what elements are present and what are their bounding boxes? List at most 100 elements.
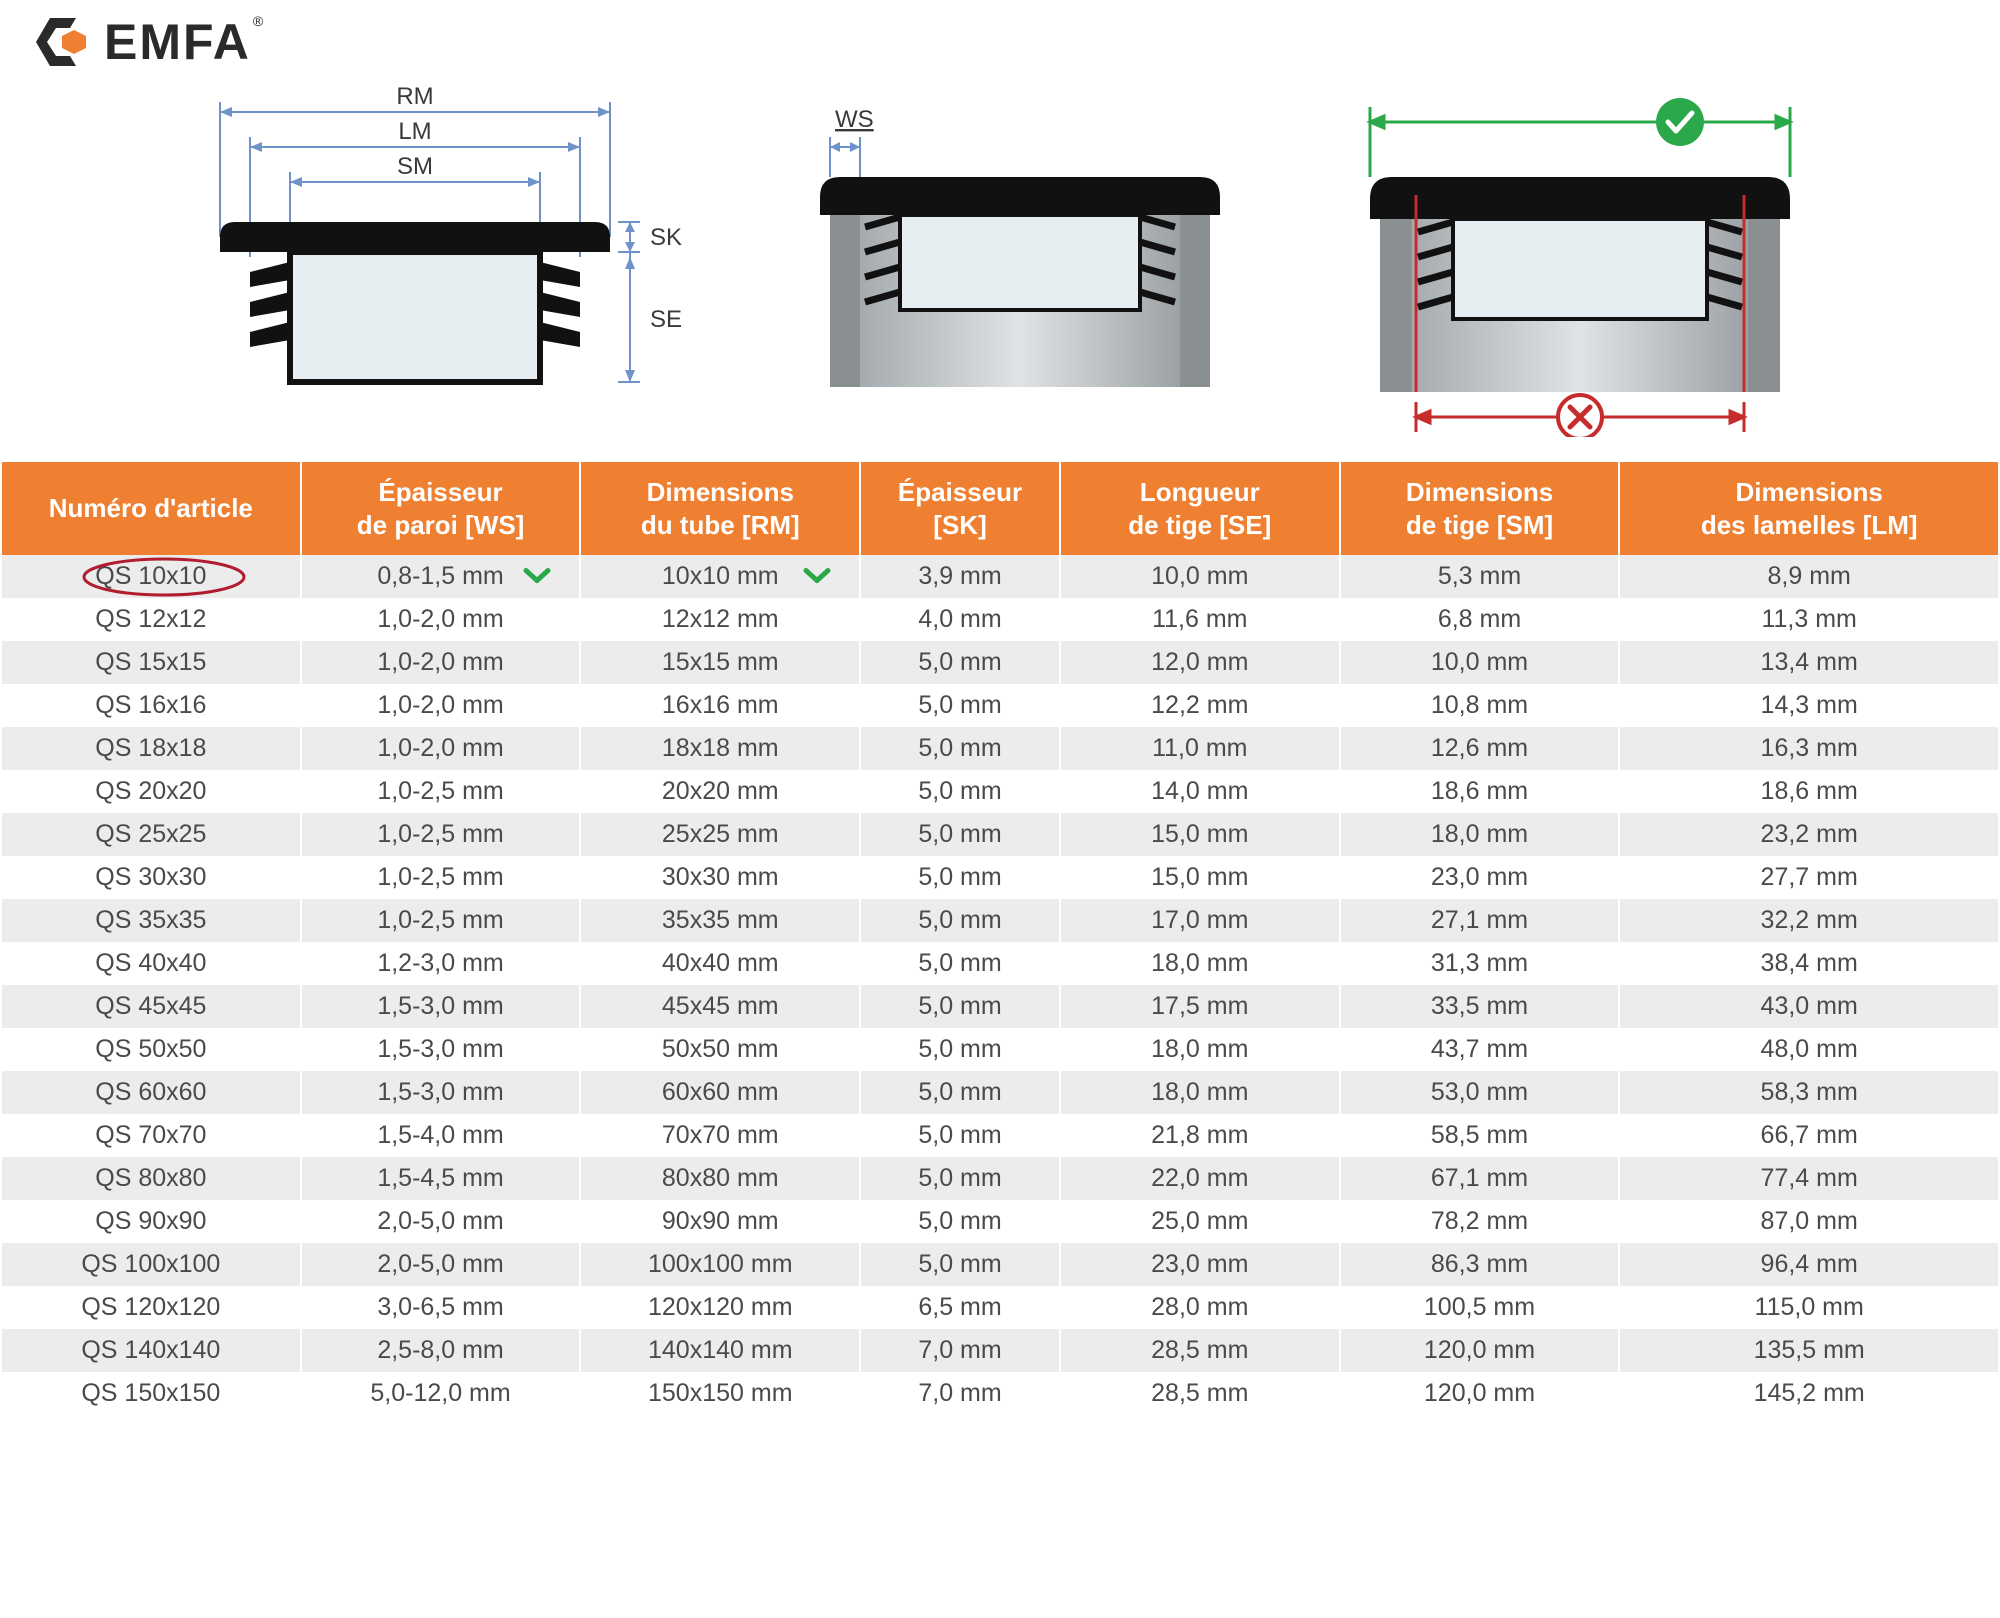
cell-article: QS 90x90: [1, 1200, 301, 1243]
cell-ws: 2,0-5,0 mm: [301, 1243, 581, 1286]
cell-lm: 38,4 mm: [1619, 942, 1999, 985]
cell-se: 11,0 mm: [1060, 727, 1340, 770]
table-row: QS 10x100,8-1,5 mm10x10 mm3,9 mm10,0 mm5…: [1, 555, 1999, 598]
column-header-rm: Dimensionsdu tube [RM]: [580, 462, 860, 555]
cell-ws: 0,8-1,5 mm: [301, 555, 581, 598]
cell-sk: 3,9 mm: [860, 555, 1060, 598]
diagram-fit: [1340, 77, 1820, 442]
cell-se: 15,0 mm: [1060, 813, 1340, 856]
cell-rm: 40x40 mm: [580, 942, 860, 985]
cell-sm: 6,8 mm: [1340, 598, 1620, 641]
cell-article: QS 70x70: [1, 1114, 301, 1157]
cell-ws: 2,5-8,0 mm: [301, 1329, 581, 1372]
cell-lm: 18,6 mm: [1619, 770, 1999, 813]
cell-se: 10,0 mm: [1060, 555, 1340, 598]
cell-ws: 1,0-2,0 mm: [301, 641, 581, 684]
table-row: QS 30x301,0-2,5 mm30x30 mm5,0 mm15,0 mm2…: [1, 856, 1999, 899]
cell-rm: 20x20 mm: [580, 770, 860, 813]
table-row: QS 150x1505,0-12,0 mm150x150 mm7,0 mm28,…: [1, 1372, 1999, 1415]
cell-se: 12,0 mm: [1060, 641, 1340, 684]
cell-ws: 1,0-2,5 mm: [301, 770, 581, 813]
cell-rm: 12x12 mm: [580, 598, 860, 641]
page-root: EMFA® RM: [0, 0, 2000, 1415]
cell-article: QS 18x18: [1, 727, 301, 770]
column-header-ws: Épaisseurde paroi [WS]: [301, 462, 581, 555]
column-header-se: Longueurde tige [SE]: [1060, 462, 1340, 555]
cell-lm: 145,2 mm: [1619, 1372, 1999, 1415]
cell-lm: 27,7 mm: [1619, 856, 1999, 899]
cell-article: QS 12x12: [1, 598, 301, 641]
cell-sm: 5,3 mm: [1340, 555, 1620, 598]
table-row: QS 40x401,2-3,0 mm40x40 mm5,0 mm18,0 mm3…: [1, 942, 1999, 985]
cell-sm: 33,5 mm: [1340, 985, 1620, 1028]
cell-article: QS 35x35: [1, 899, 301, 942]
table-row: QS 70x701,5-4,0 mm70x70 mm5,0 mm21,8 mm5…: [1, 1114, 1999, 1157]
cell-sm: 10,8 mm: [1340, 684, 1620, 727]
svg-text:SM: SM: [397, 153, 433, 180]
cell-ws: 5,0-12,0 mm: [301, 1372, 581, 1415]
table-row: QS 60x601,5-3,0 mm60x60 mm5,0 mm18,0 mm5…: [1, 1071, 1999, 1114]
cell-se: 12,2 mm: [1060, 684, 1340, 727]
cell-article: QS 100x100: [1, 1243, 301, 1286]
cell-lm: 32,2 mm: [1619, 899, 1999, 942]
cell-sm: 27,1 mm: [1340, 899, 1620, 942]
cell-sk: 5,0 mm: [860, 1200, 1060, 1243]
cell-sk: 5,0 mm: [860, 899, 1060, 942]
table-body: QS 10x100,8-1,5 mm10x10 mm3,9 mm10,0 mm5…: [1, 555, 1999, 1415]
logo-text: EMFA®: [104, 13, 265, 71]
cell-ws: 1,5-3,0 mm: [301, 1071, 581, 1114]
cell-lm: 16,3 mm: [1619, 727, 1999, 770]
cell-sk: 7,0 mm: [860, 1329, 1060, 1372]
cell-rm: 150x150 mm: [580, 1372, 860, 1415]
cell-article: QS 25x25: [1, 813, 301, 856]
cell-ws: 1,0-2,5 mm: [301, 899, 581, 942]
cell-sm: 100,5 mm: [1340, 1286, 1620, 1329]
cell-ws: 1,5-3,0 mm: [301, 985, 581, 1028]
diagram-tube: WS: [810, 77, 1230, 442]
cell-sm: 43,7 mm: [1340, 1028, 1620, 1071]
table-row: QS 120x1203,0-6,5 mm120x120 mm6,5 mm28,0…: [1, 1286, 1999, 1329]
cell-ws: 2,0-5,0 mm: [301, 1200, 581, 1243]
cell-se: 17,5 mm: [1060, 985, 1340, 1028]
cell-se: 15,0 mm: [1060, 856, 1340, 899]
logo-icon: [30, 12, 90, 72]
cell-sm: 53,0 mm: [1340, 1071, 1620, 1114]
cell-article: QS 15x15: [1, 641, 301, 684]
table-row: QS 16x161,0-2,0 mm16x16 mm5,0 mm12,2 mm1…: [1, 684, 1999, 727]
cell-se: 18,0 mm: [1060, 1071, 1340, 1114]
svg-text:LM: LM: [398, 118, 431, 145]
check-icon: [523, 562, 551, 591]
cell-sk: 6,5 mm: [860, 1286, 1060, 1329]
cell-article: QS 60x60: [1, 1071, 301, 1114]
column-header-sm: Dimensionsde tige [SM]: [1340, 462, 1620, 555]
cell-rm: 16x16 mm: [580, 684, 860, 727]
cell-lm: 87,0 mm: [1619, 1200, 1999, 1243]
cell-se: 17,0 mm: [1060, 899, 1340, 942]
cell-lm: 43,0 mm: [1619, 985, 1999, 1028]
cell-sk: 5,0 mm: [860, 1157, 1060, 1200]
cell-se: 18,0 mm: [1060, 1028, 1340, 1071]
cell-sk: 5,0 mm: [860, 1028, 1060, 1071]
cell-ws: 1,0-2,0 mm: [301, 727, 581, 770]
table-row: QS 45x451,5-3,0 mm45x45 mm5,0 mm17,5 mm3…: [1, 985, 1999, 1028]
cell-lm: 135,5 mm: [1619, 1329, 1999, 1372]
cell-lm: 48,0 mm: [1619, 1028, 1999, 1071]
brand-name: EMFA: [104, 14, 251, 70]
cell-sk: 5,0 mm: [860, 684, 1060, 727]
column-header-sk: Épaisseur[SK]: [860, 462, 1060, 555]
column-header-art: Numéro d'article: [1, 462, 301, 555]
svg-text:WS: WS: [835, 106, 874, 133]
cell-se: 28,5 mm: [1060, 1329, 1340, 1372]
cell-rm: 35x35 mm: [580, 899, 860, 942]
cell-rm: 120x120 mm: [580, 1286, 860, 1329]
cell-article: QS 50x50: [1, 1028, 301, 1071]
cell-rm: 140x140 mm: [580, 1329, 860, 1372]
cell-sm: 31,3 mm: [1340, 942, 1620, 985]
cell-sm: 58,5 mm: [1340, 1114, 1620, 1157]
diagram-row: RM LM SM: [0, 72, 2000, 462]
svg-text:RM: RM: [396, 83, 433, 110]
table-row: QS 20x201,0-2,5 mm20x20 mm5,0 mm14,0 mm1…: [1, 770, 1999, 813]
cell-rm: 25x25 mm: [580, 813, 860, 856]
cell-sk: 5,0 mm: [860, 942, 1060, 985]
cell-sm: 18,6 mm: [1340, 770, 1620, 813]
